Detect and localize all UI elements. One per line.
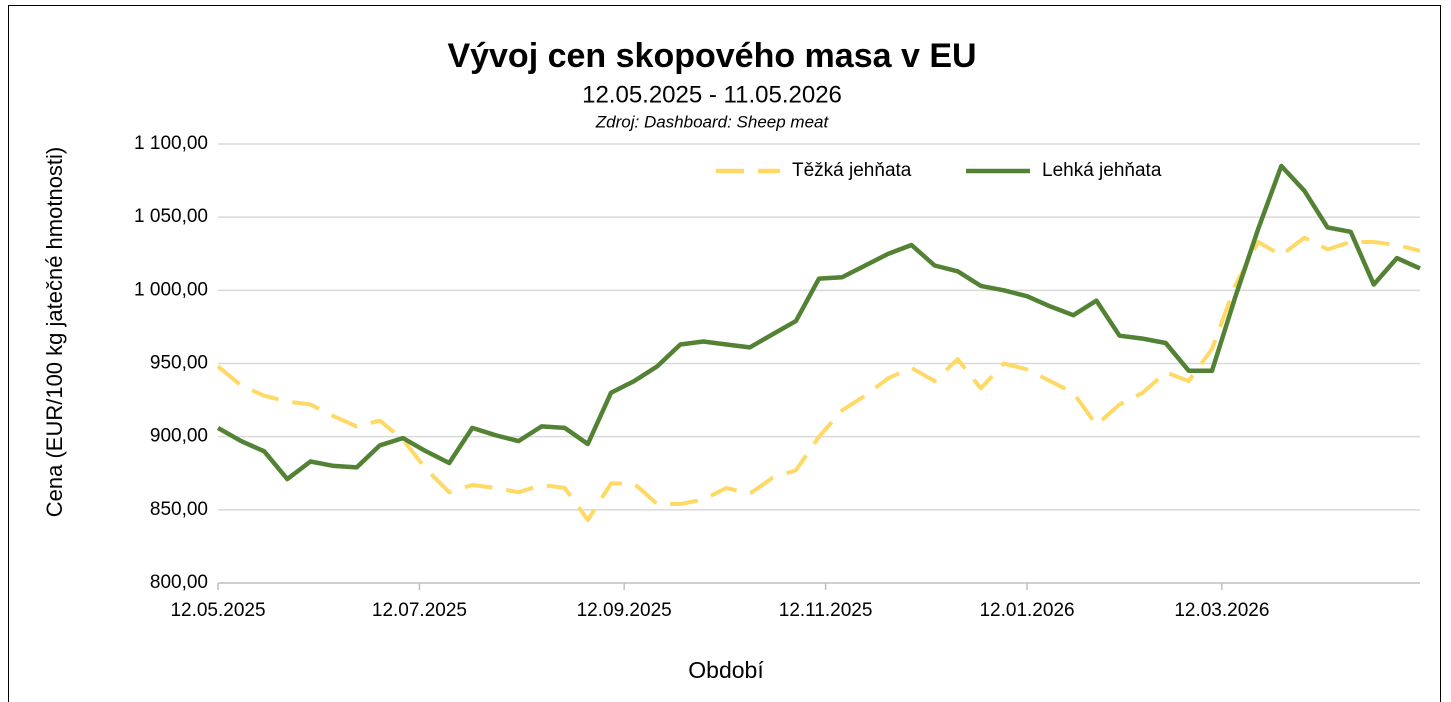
legend-label: Lehká jehňata	[1042, 160, 1162, 181]
y-tick-label: 950,00	[150, 353, 208, 374]
x-tick-label: 12.03.2026	[1174, 600, 1269, 621]
y-tick-label: 1 050,00	[134, 206, 208, 227]
y-tick-label: 1 000,00	[134, 279, 208, 300]
chart-title: Vývoj cen skopového masa v EU	[447, 37, 976, 75]
source: Zdroj: Dashboard: Sheep meat	[595, 112, 830, 131]
line-series	[216, 235, 1421, 523]
x-axis-title: Období	[688, 657, 764, 683]
legend-label: Těžká jehňata	[792, 160, 912, 181]
subtitle: 12.05.2025 - 11.05.2026	[582, 81, 842, 108]
y-tick-label: 1 100,00	[134, 133, 208, 154]
line-series	[216, 163, 1421, 482]
x-tick-label: 12.07.2025	[372, 600, 467, 621]
x-tick-label: 12.05.2025	[170, 600, 265, 621]
frame	[8, 5, 1441, 702]
x-tick-label: 12.11.2025	[779, 600, 873, 621]
y-tick-label: 800,00	[150, 572, 208, 593]
y-axis-title: Cena (EUR/100 kg jatečné hmotnosti)	[42, 147, 67, 518]
y-tick-label: 900,00	[150, 426, 208, 447]
y-tick-label: 850,00	[150, 499, 208, 520]
x-tick-label: 12.09.2025	[577, 600, 672, 621]
x-tick-label: 12.01.2026	[979, 600, 1074, 621]
